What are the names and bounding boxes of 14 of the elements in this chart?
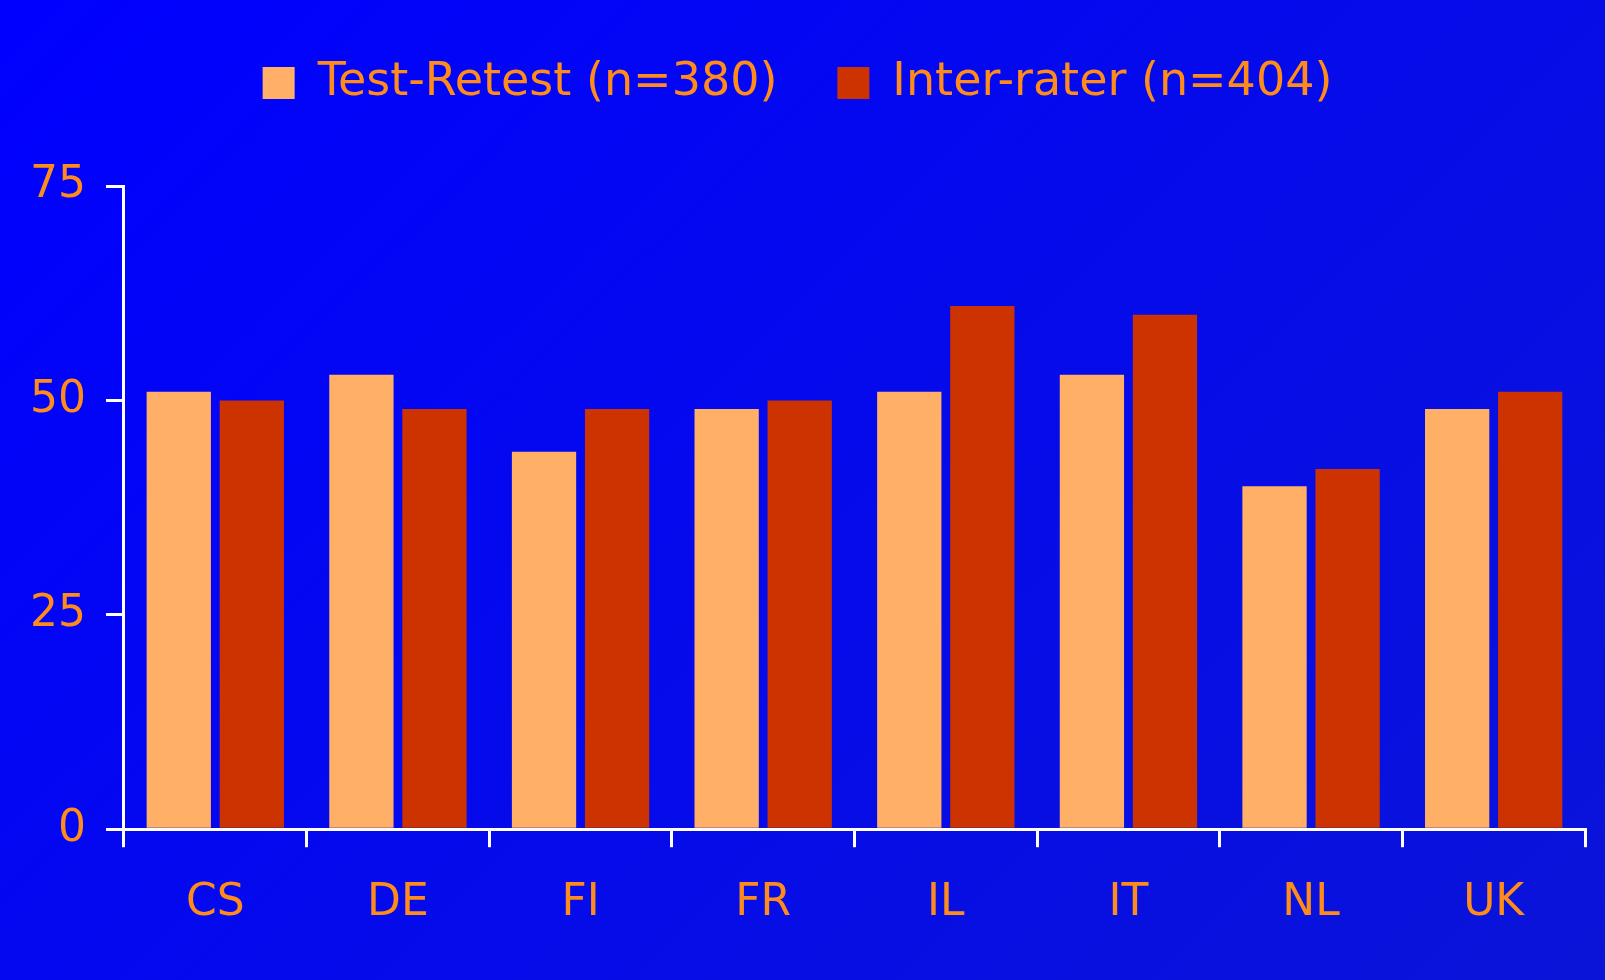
y-tick-label: 25: [29, 585, 86, 637]
x-tick-label: DE: [367, 874, 429, 926]
x-tick-label: CS: [185, 874, 245, 926]
y-tick-label: 75: [29, 156, 86, 208]
x-tick-label: FI: [561, 874, 600, 926]
legend-label: Inter-rater (n=404): [892, 51, 1333, 106]
x-tick-label: IL: [927, 874, 966, 926]
x-tick-label: IT: [1108, 874, 1149, 926]
y-tick-label: 50: [29, 370, 86, 422]
x-tick-label: NL: [1282, 874, 1341, 926]
y-tick-label: 0: [57, 799, 86, 851]
legend-label: Test-Retest (n=380): [316, 51, 778, 106]
x-tick-label: FR: [735, 874, 792, 926]
x-tick-label: UK: [1463, 874, 1526, 926]
